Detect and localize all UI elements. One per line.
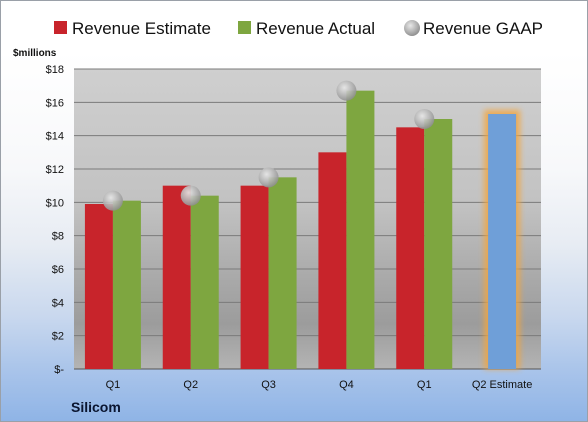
bar-revenue-actual [424, 119, 453, 369]
y-tick-label: $4 [52, 297, 64, 309]
gaap-marker [414, 109, 435, 129]
bar-revenue-estimate [240, 185, 269, 369]
bar-revenue-estimate [84, 204, 113, 369]
gaap-markers [102, 80, 435, 211]
x-tick-label: Q2 [183, 379, 198, 391]
bars [84, 90, 521, 370]
legend: Revenue Estimate Revenue Actual Revenue GA… [54, 19, 543, 38]
y-tick-label: $10 [46, 197, 64, 209]
x-tick-label: Q3 [261, 379, 276, 391]
bar-q2-estimate [488, 114, 517, 369]
legend-swatch [404, 20, 420, 36]
legend-label: Revenue Actual [256, 19, 375, 38]
x-tick-label: Q1 [106, 379, 121, 391]
bar-revenue-actual [190, 195, 219, 369]
y-unit-label: $millions [13, 48, 57, 59]
legend-swatch [238, 21, 251, 34]
gaap-marker [180, 185, 201, 206]
gaap-marker [336, 80, 357, 101]
y-tick-label: $6 [52, 264, 64, 276]
gaap-marker [102, 190, 123, 211]
plot-area [74, 69, 541, 369]
legend-label: Revenue Estimate [72, 19, 211, 38]
bar-revenue-estimate [318, 152, 347, 369]
y-tick-label: $2 [52, 331, 64, 343]
bar-revenue-actual [268, 177, 297, 369]
gridlines [74, 68, 541, 337]
y-tick-label: $18 [46, 64, 64, 76]
gaap-marker [258, 167, 279, 188]
y-tick-label: $14 [46, 131, 64, 143]
bar-revenue-actual [112, 200, 141, 369]
x-tick-label: Q2 Estimate [472, 379, 533, 391]
axes: $- $2 $4 $6 $8 $10 $12 $14 $16 $18 Q1 Q2 Q3 Q4 Q1 Q2 Es… [46, 64, 541, 391]
x-tick-label: Q4 [339, 379, 354, 391]
legend-swatch [54, 21, 67, 34]
x-tick-label: Q1 [417, 379, 432, 391]
y-tick-label: $12 [46, 164, 64, 176]
company-name: Silicom [71, 399, 121, 415]
y-tick-label: $- [54, 364, 64, 376]
bar-revenue-estimate [396, 127, 425, 369]
y-tick-label: $8 [52, 231, 64, 243]
legend-label: Revenue GAAP [423, 19, 543, 38]
bar-revenue-estimate [162, 185, 191, 369]
y-tick-label: $16 [46, 97, 64, 109]
bar-revenue-actual [346, 90, 375, 370]
